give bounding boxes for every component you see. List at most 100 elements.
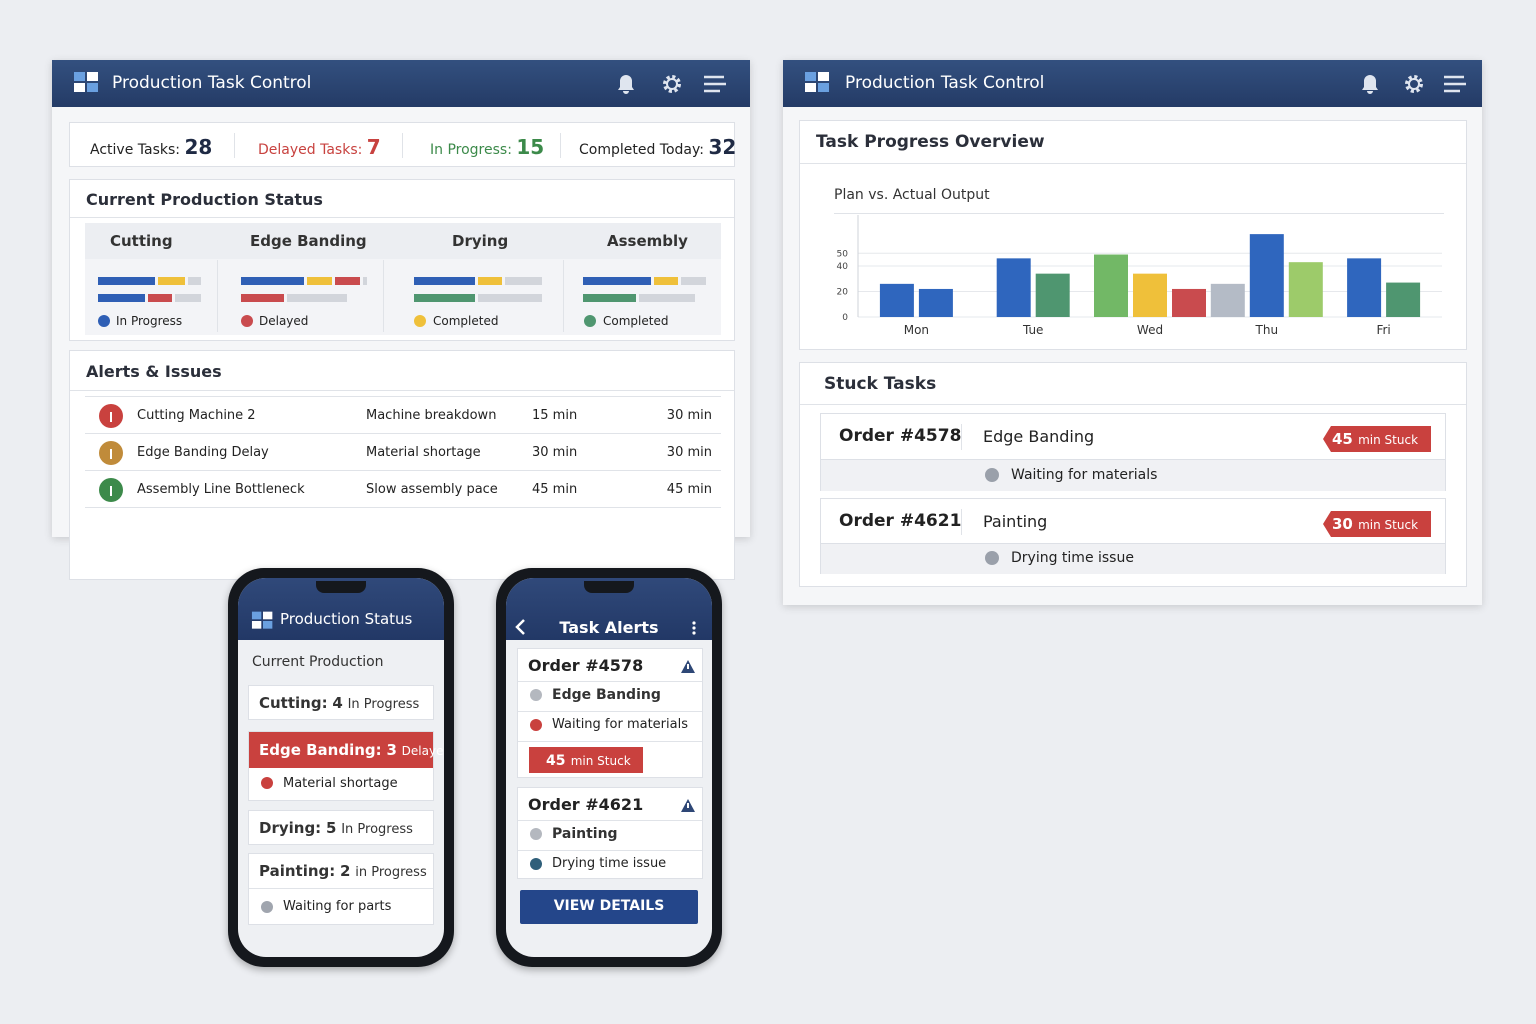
alert-cell: Slow assembly pace (366, 482, 498, 497)
warning-icon (681, 799, 695, 812)
txt: Delayed (259, 314, 309, 328)
logo (805, 72, 831, 94)
x-tick-label: Thu (1255, 323, 1279, 337)
bar (996, 258, 1031, 317)
bar (414, 294, 475, 302)
sep (85, 396, 721, 397)
b (263, 621, 273, 629)
gear-icon[interactable] (663, 75, 681, 93)
b: 2 (340, 862, 351, 880)
alerts-card: Alerts & Issues Cutting Machine 2 Machine… (69, 350, 735, 580)
circle (692, 631, 696, 635)
bar (335, 277, 360, 285)
status-item: Drying: 5 In Progress (248, 810, 434, 845)
sep (961, 424, 962, 450)
txt: Completed Today: 32 (579, 135, 736, 159)
ttl: Stuck Tasks (824, 374, 937, 394)
menu-icon[interactable] (704, 75, 726, 93)
bar (478, 277, 502, 285)
stuck-item: Order #4621 Painting 30 min Stuck Drying… (820, 498, 1446, 574)
txt: Drying time issue (552, 856, 667, 871)
app-title: Production Task Control (112, 73, 312, 93)
dot (584, 315, 596, 327)
span: 30 (1332, 515, 1353, 533)
x-tick-label: Wed (1137, 323, 1163, 337)
alert-cell: Material shortage (366, 445, 481, 460)
y-tick-label: 0 (842, 313, 848, 323)
bar (478, 294, 542, 302)
sep (961, 509, 962, 535)
gear-icon[interactable] (1405, 75, 1423, 93)
dot (241, 315, 253, 327)
bar (158, 277, 185, 285)
y-tick-label: 20 (837, 288, 849, 298)
b: 5 (325, 819, 337, 837)
y-tick-label: 40 (837, 262, 849, 272)
abs (821, 459, 1445, 491)
bar (414, 277, 475, 285)
back-icon[interactable] (514, 618, 528, 636)
stuck-item: Order #4578 Edge Banding 45 min Stuck Wa… (820, 413, 1446, 491)
dot (98, 315, 110, 327)
dot (530, 719, 542, 731)
sep (518, 711, 702, 712)
phone-header: Production Status (238, 578, 444, 640)
alert-icon (99, 478, 123, 502)
ttl: Alerts & Issues (86, 362, 222, 381)
badge: 30 min Stuck (1323, 511, 1431, 537)
more-icon[interactable] (690, 620, 698, 636)
span: In Progress (341, 822, 413, 837)
alert-cell: Assembly Line Bottleneck (137, 482, 305, 497)
alert-cell: Edge Banding Delay (137, 445, 269, 460)
span: Delayed (401, 744, 444, 758)
path (515, 619, 525, 635)
txt: Painting: 2 in Progress (259, 862, 427, 880)
sep (402, 133, 403, 158)
dashboard-panel: Production Task Control Active Tasks: 28… (52, 60, 750, 580)
alert-cell: Cutting Machine 2 (137, 408, 256, 423)
bar (505, 277, 542, 285)
bar (583, 277, 651, 285)
abs (85, 223, 721, 259)
bar (241, 294, 284, 302)
span: Active Tasks: (90, 142, 180, 158)
span: in Progress (355, 865, 427, 880)
sep (85, 433, 721, 434)
sep (217, 260, 218, 332)
rect (687, 664, 689, 669)
view-details-button[interactable]: VIEW DETAILS (520, 890, 698, 924)
span: In Progress (347, 697, 420, 712)
b: Drying: (259, 819, 322, 837)
menu-icon[interactable] (1444, 75, 1466, 93)
span (110, 448, 112, 459)
alert-card: Order #4621 Painting Drying time issue (517, 787, 703, 879)
txt: Assembly (607, 232, 688, 250)
bell-icon[interactable] (618, 75, 634, 94)
txt: Delayed Tasks: 7 (258, 135, 381, 159)
txt: Edge Banding: 3 Delayed (259, 741, 444, 759)
i (87, 72, 98, 81)
bell-icon[interactable] (1362, 75, 1378, 94)
alert-cell: 30 min (666, 445, 712, 460)
sep (518, 741, 702, 742)
txt: Production Status (280, 610, 413, 628)
span: In Progress: (430, 142, 512, 158)
sep (383, 260, 384, 332)
txt: Painting (983, 512, 1048, 531)
status-item: Edge Banding: 3 Delayed Material shortag… (248, 731, 444, 801)
phone-status: Production Status Current Production Cut… (228, 568, 454, 967)
sep (800, 163, 1466, 164)
sep (518, 820, 702, 821)
txt: Waiting for parts (283, 899, 392, 914)
span: 45 (1332, 430, 1353, 448)
alert-cell: 30 min (666, 408, 712, 423)
bar (241, 277, 304, 285)
i (818, 72, 829, 81)
dot (414, 315, 426, 327)
span: min Stuck (1358, 518, 1419, 532)
txt: Completed (433, 314, 499, 328)
txt: Order #4578 (839, 426, 962, 446)
txt: Waiting for materials (1011, 467, 1158, 483)
txt: Completed (603, 314, 669, 328)
y-tick-label: 50 (837, 249, 849, 259)
